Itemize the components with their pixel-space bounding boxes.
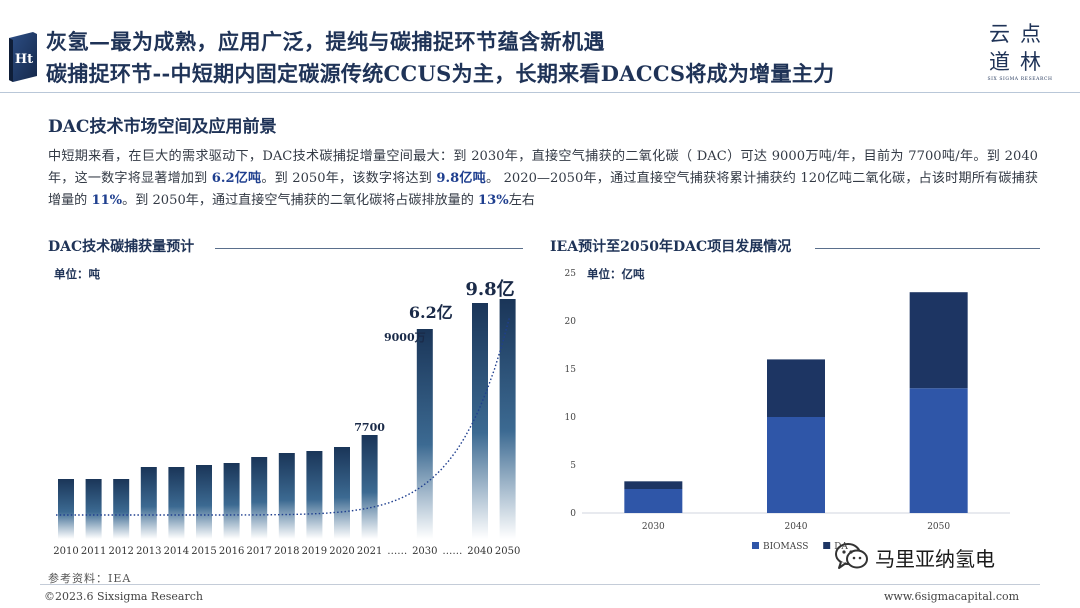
paragraph-text: 左右 — [508, 193, 535, 208]
paragraph-highlight: 13% — [478, 193, 509, 208]
left-x-tick: 2018 — [274, 546, 299, 557]
left-x-tick: 2021 — [357, 546, 382, 557]
right-chart-unit: 单位：亿吨 — [587, 267, 645, 281]
left-bar — [334, 447, 350, 539]
right-x-tick: 2050 — [927, 522, 950, 532]
left-x-tick: 2011 — [81, 546, 106, 557]
right-x-tick: 2040 — [785, 522, 808, 532]
website-link[interactable]: www.6sigmacapital.com — [884, 590, 1020, 603]
right-chart-title-rule — [815, 248, 1040, 249]
right-y-tick: 20 — [565, 317, 577, 327]
left-trend-line — [56, 316, 511, 516]
right-bar-da — [767, 359, 825, 417]
brand-subtitle: SIX SIGMA RESEARCH — [987, 77, 1053, 82]
left-x-tick: …… — [387, 546, 407, 557]
left-bar — [416, 329, 433, 539]
left-x-tick: 2040 — [467, 546, 492, 557]
left-bar — [306, 451, 323, 539]
wechat-name: 马里亚纳氢电 — [875, 546, 995, 571]
left-annotation: 9.8亿 — [465, 278, 514, 300]
badge-glyph: Ht — [15, 52, 33, 67]
right-bar-biomass — [909, 388, 968, 513]
wechat-account[interactable]: 马里亚纳氢电 — [835, 541, 995, 573]
left-chart: 2010 2011 2012 2013 2014 2015 2016 2017 2018 2019… — [53, 278, 520, 557]
paragraph-highlight: 11% — [91, 193, 123, 208]
legend-swatch — [752, 542, 759, 549]
left-bar — [58, 479, 74, 539]
left-chart-unit: 单位：吨 — [54, 267, 100, 281]
wechat-icon — [835, 543, 868, 569]
left-bar — [472, 303, 488, 539]
copyright: ©2023.6 Sixsigma Research — [44, 590, 203, 603]
footer-divider — [40, 584, 1040, 585]
left-annotation: 9000万 — [384, 331, 426, 344]
right-bar-da — [909, 292, 968, 389]
left-bar — [168, 467, 185, 539]
paragraph-highlight: 6.2亿吨 — [211, 171, 262, 186]
right-y-tick: 15 — [565, 365, 577, 375]
paragraph-text: 。 2020—2050年，通过直接空气捕获将累计捕获约 120亿吨二氧化碳，占该… — [48, 171, 1038, 208]
brand-line2: 道林 — [989, 50, 1051, 74]
right-bar-da — [624, 481, 683, 489]
left-x-tick: 2050 — [495, 546, 520, 557]
paragraph-text: 。到 2050年，通过直接空气捕获的二氧化碳将占碳排放量的 — [122, 193, 479, 208]
left-bar — [85, 479, 102, 539]
report-badge-icon: Ht — [9, 32, 37, 82]
left-chart-title-rule — [215, 248, 523, 249]
left-bar — [361, 435, 378, 539]
section-title: DAC技术市场空间及应用前景 — [48, 117, 277, 137]
slide-title-line2: 碳捕捉环节--中短期内固定碳源传统CCUS为主，长期来看DACCS将成为增量主力 — [46, 61, 835, 86]
right-y-tick: 0 — [570, 509, 576, 519]
right-y-tick: 5 — [570, 461, 576, 471]
left-annotation: 7700 — [354, 421, 385, 434]
left-x-tick: 2014 — [164, 546, 189, 557]
left-bar — [196, 465, 212, 539]
paragraph-highlight: 9.8亿吨 — [436, 171, 486, 186]
slide-title-line1: 灰氢—最为成熟，应用广泛，提纯与碳捕捉环节蕴含新机遇 — [46, 29, 605, 54]
source-note: 参考资料：IEA — [48, 572, 132, 585]
left-x-tick: 2010 — [53, 546, 78, 557]
legend-label: DA — [834, 542, 848, 552]
right-bar-biomass — [767, 417, 825, 513]
left-x-tick: 2019 — [302, 546, 327, 557]
left-bar — [223, 463, 240, 539]
legend-label: BIOMASS — [763, 542, 808, 552]
left-annotation: 6.2亿 — [409, 303, 453, 322]
right-chart-title: IEA预计至2050年DAC项目发展情况 — [550, 239, 792, 255]
right-y-tick: 25 — [565, 269, 577, 279]
paragraph-text: 。到 2050年，该数字将达到 — [261, 171, 437, 186]
brand-logo: 云点 道林 SIX SIGMA RESEARCH — [985, 20, 1055, 82]
left-x-tick: …… — [442, 546, 462, 557]
section-paragraph: 中短期来看，在巨大的需求驱动下，DAC技术碳捕捉增量空间最大：到 2030年，直… — [48, 146, 1038, 212]
right-bar-biomass — [624, 489, 683, 513]
left-x-tick: 2013 — [136, 546, 161, 557]
left-x-tick: 2012 — [108, 546, 133, 557]
left-bar — [251, 457, 268, 539]
left-x-tick: 2016 — [219, 546, 244, 557]
paragraph-text: 中短期来看，在巨大的需求驱动下，DAC技术碳捕捉增量空间最大：到 2030年，直… — [48, 149, 1038, 186]
left-x-tick: 2017 — [246, 546, 271, 557]
header-divider — [0, 92, 1080, 93]
right-chart: 0 5 10 15 20 25 2030 2040 2050 BIOMASS DA — [565, 269, 1010, 552]
left-bar — [499, 299, 516, 539]
left-bar — [140, 467, 157, 539]
left-chart-title: DAC技术碳捕获量预计 — [48, 239, 195, 255]
left-x-tick: 2015 — [191, 546, 216, 557]
left-bar — [113, 479, 130, 539]
brand-line1: 云点 — [989, 22, 1051, 46]
left-x-tick: 2030 — [412, 546, 437, 557]
left-bar — [278, 453, 295, 539]
right-x-tick: 2030 — [642, 522, 665, 532]
left-x-tick: 2020 — [329, 546, 354, 557]
right-y-tick: 10 — [565, 413, 577, 423]
legend-swatch — [823, 542, 831, 549]
